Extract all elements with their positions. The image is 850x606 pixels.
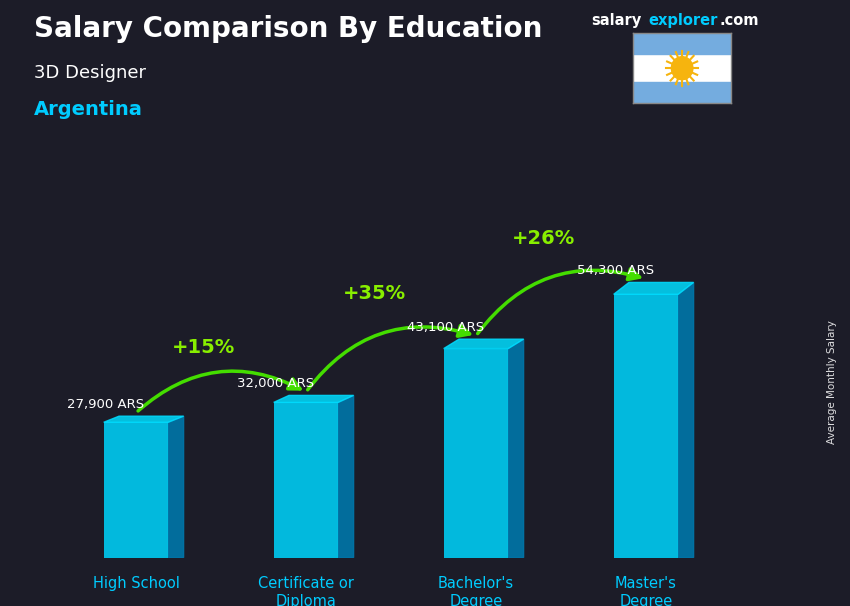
Text: 32,000 ARS: 32,000 ARS — [237, 378, 314, 390]
Bar — [633, 82, 731, 103]
Text: 27,900 ARS: 27,900 ARS — [67, 398, 144, 411]
Text: Salary Comparison By Education: Salary Comparison By Education — [34, 15, 542, 43]
Polygon shape — [168, 416, 184, 558]
Bar — [633, 33, 731, 55]
Text: Average Monthly Salary: Average Monthly Salary — [827, 320, 837, 444]
Polygon shape — [444, 339, 524, 348]
Bar — [274, 402, 338, 558]
Text: explorer: explorer — [649, 13, 718, 28]
Polygon shape — [678, 282, 694, 558]
Text: +15%: +15% — [173, 338, 235, 356]
Bar — [614, 295, 678, 558]
Polygon shape — [614, 282, 694, 295]
Text: .com: .com — [719, 13, 758, 28]
Polygon shape — [104, 416, 184, 422]
Text: 54,300 ARS: 54,300 ARS — [577, 264, 654, 278]
Bar — [444, 348, 508, 558]
Text: Argentina: Argentina — [34, 100, 143, 119]
Text: 43,100 ARS: 43,100 ARS — [407, 321, 484, 334]
Bar — [104, 422, 168, 558]
Polygon shape — [508, 339, 524, 558]
Circle shape — [672, 57, 693, 79]
Text: +26%: +26% — [513, 230, 575, 248]
Text: salary: salary — [591, 13, 641, 28]
Text: +35%: +35% — [343, 284, 405, 303]
Polygon shape — [274, 395, 354, 402]
Text: 3D Designer: 3D Designer — [34, 64, 146, 82]
Polygon shape — [338, 395, 354, 558]
